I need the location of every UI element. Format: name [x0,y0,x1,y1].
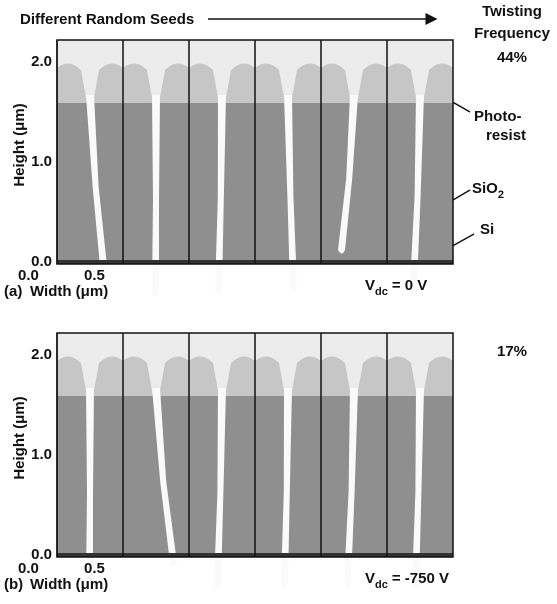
y-tick-label: 0.0 [31,546,52,563]
annotation-text: SiO [472,180,498,197]
photoresist [123,356,189,396]
right-title: Twisting [482,3,542,20]
panel-label: (b) [4,576,23,593]
photoresist [57,356,123,396]
substrate [255,553,321,557]
substrate [387,553,453,557]
voltage: Vdc = 0 V [365,277,427,298]
annotation: Photo- [474,108,521,125]
panel-label: (a) [4,283,22,300]
substrate [123,553,189,557]
trench [284,95,297,290]
trench [86,95,107,270]
substrate [57,553,123,557]
frequency: 44% [497,49,527,66]
trench [214,388,226,589]
y-tick-label: 0.0 [31,253,52,270]
trench [152,388,177,567]
photoresist [387,356,453,396]
y-tick-label: 2.0 [31,53,52,70]
frame [56,332,454,558]
x-tick-label: 0.5 [84,560,105,577]
annotation: resist [486,127,526,144]
voltage-sub: dc [375,579,388,591]
substrate [387,260,453,264]
y-axis-label: Height (μm) [11,103,28,186]
y-tick-label: 2.0 [31,346,52,363]
photoresist [123,63,189,103]
substrate [189,260,255,264]
trench [281,388,292,587]
x-tick-label: 0.5 [84,267,105,284]
trench [344,388,358,587]
substrate [123,260,189,264]
voltage-symbol: V [365,277,375,294]
trench [338,95,358,254]
substrate [321,553,387,557]
frame [56,39,454,265]
substrate [255,260,321,264]
trench [412,388,424,589]
x-axis-label: Width (μm) [30,283,108,300]
frequency: 17% [497,343,527,360]
voltage-value: = -750 V [392,570,449,587]
right-title: Frequency [474,25,551,42]
photoresist [189,63,255,103]
x-tick-label: 0.0 [18,560,39,577]
substrate [189,553,255,557]
photoresist [321,356,387,396]
photoresist [189,356,255,396]
y-tick-label: 1.0 [31,446,52,463]
annotation: SiO2 [472,180,504,201]
y-tick-label: 1.0 [31,153,52,170]
trench [86,388,94,589]
voltage: Vdc = -750 V [365,570,449,591]
voltage-sub: dc [375,286,388,298]
voltage-value: = 0 V [392,277,427,294]
photoresist [255,356,321,396]
substrate [57,260,123,264]
photoresist [321,63,387,103]
y-axis-label: Height (μm) [11,396,28,479]
x-tick-label: 0.0 [18,267,39,284]
annotation: Si [480,221,494,238]
trench [152,95,160,297]
photoresist [57,63,123,103]
trench [410,95,424,289]
photoresist [387,63,453,103]
annotation-sub: 2 [498,189,504,201]
photoresist [255,63,321,103]
header-title: Different Random Seeds [20,11,194,28]
voltage-symbol: V [365,570,375,587]
x-axis-label: Width (μm) [30,576,108,593]
trench [215,95,226,295]
substrate [321,260,387,264]
